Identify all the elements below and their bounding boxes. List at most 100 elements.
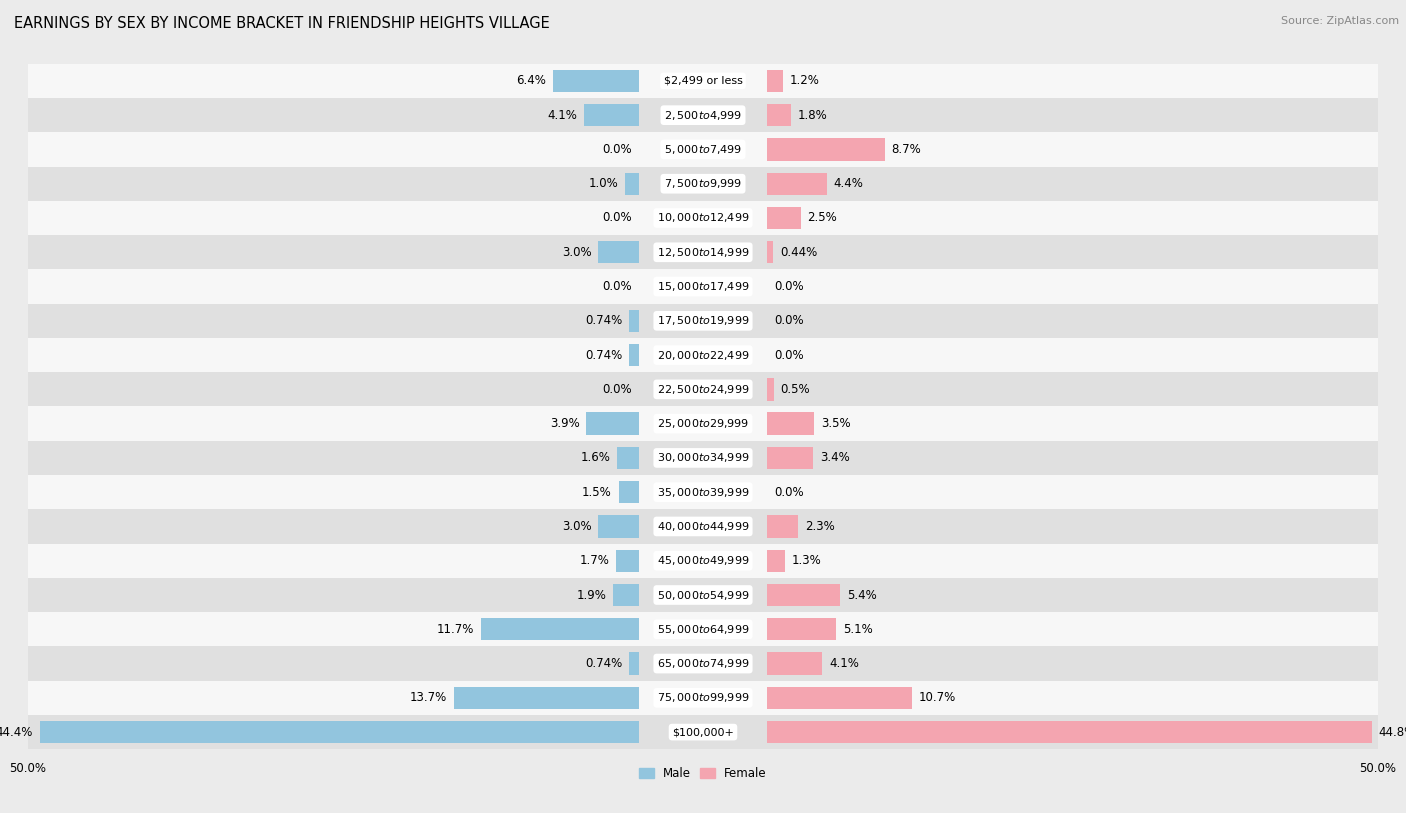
Text: $2,499 or less: $2,499 or less [664, 76, 742, 86]
Bar [28, 509, 1378, 544]
Bar [28, 646, 1378, 680]
Text: 2.3%: 2.3% [804, 520, 835, 533]
Text: Source: ZipAtlas.com: Source: ZipAtlas.com [1281, 16, 1399, 26]
Text: 2.5%: 2.5% [807, 211, 838, 224]
Bar [768, 138, 884, 161]
Text: 4.1%: 4.1% [830, 657, 859, 670]
Bar [28, 304, 1378, 338]
Text: $17,500 to $19,999: $17,500 to $19,999 [657, 315, 749, 328]
Text: 1.3%: 1.3% [792, 554, 821, 567]
Bar [768, 618, 837, 641]
Bar [599, 515, 638, 537]
Bar [768, 584, 839, 606]
Text: 1.0%: 1.0% [589, 177, 619, 190]
Bar [613, 584, 638, 606]
Text: $15,000 to $17,499: $15,000 to $17,499 [657, 280, 749, 293]
Text: 1.9%: 1.9% [576, 589, 606, 602]
Bar [617, 447, 638, 469]
Text: $5,000 to $7,499: $5,000 to $7,499 [664, 143, 742, 156]
Bar [28, 133, 1378, 167]
Text: $65,000 to $74,999: $65,000 to $74,999 [657, 657, 749, 670]
Legend: Male, Female: Male, Female [634, 763, 772, 785]
Text: 4.1%: 4.1% [547, 109, 576, 122]
Text: 0.0%: 0.0% [773, 315, 803, 328]
Text: 3.4%: 3.4% [820, 451, 849, 464]
Text: 3.9%: 3.9% [550, 417, 579, 430]
Text: 10.7%: 10.7% [918, 691, 956, 704]
Bar [768, 378, 773, 401]
Text: 0.74%: 0.74% [585, 657, 621, 670]
Text: 0.0%: 0.0% [773, 485, 803, 498]
Text: 6.4%: 6.4% [516, 75, 546, 88]
Bar [768, 412, 814, 435]
Text: 0.74%: 0.74% [585, 349, 621, 362]
Bar [481, 618, 638, 641]
Bar [768, 172, 827, 195]
Bar [768, 687, 911, 709]
Text: $75,000 to $99,999: $75,000 to $99,999 [657, 691, 749, 704]
Bar [768, 70, 783, 92]
Text: $35,000 to $39,999: $35,000 to $39,999 [657, 485, 749, 498]
Bar [768, 515, 799, 537]
Bar [28, 441, 1378, 475]
Text: $45,000 to $49,999: $45,000 to $49,999 [657, 554, 749, 567]
Bar [768, 241, 773, 263]
Text: $50,000 to $54,999: $50,000 to $54,999 [657, 589, 749, 602]
Bar [28, 338, 1378, 372]
Bar [28, 715, 1378, 750]
Text: 0.0%: 0.0% [603, 143, 633, 156]
Text: 5.1%: 5.1% [842, 623, 873, 636]
Text: 0.0%: 0.0% [603, 280, 633, 293]
Bar [768, 207, 801, 229]
Bar [28, 235, 1378, 269]
Bar [28, 372, 1378, 406]
Text: 3.0%: 3.0% [562, 520, 592, 533]
Text: EARNINGS BY SEX BY INCOME BRACKET IN FRIENDSHIP HEIGHTS VILLAGE: EARNINGS BY SEX BY INCOME BRACKET IN FRI… [14, 16, 550, 31]
Text: $22,500 to $24,999: $22,500 to $24,999 [657, 383, 749, 396]
Bar [553, 70, 638, 92]
Text: 0.0%: 0.0% [603, 383, 633, 396]
Bar [28, 406, 1378, 441]
Text: 0.0%: 0.0% [773, 349, 803, 362]
Text: 5.4%: 5.4% [846, 589, 876, 602]
Text: 3.5%: 3.5% [821, 417, 851, 430]
Bar [28, 578, 1378, 612]
Text: 1.7%: 1.7% [579, 554, 609, 567]
Text: 8.7%: 8.7% [891, 143, 921, 156]
Text: 0.0%: 0.0% [773, 280, 803, 293]
Text: 1.8%: 1.8% [799, 109, 828, 122]
Bar [454, 687, 638, 709]
Text: $30,000 to $34,999: $30,000 to $34,999 [657, 451, 749, 464]
Bar [28, 167, 1378, 201]
Bar [768, 447, 813, 469]
Bar [28, 201, 1378, 235]
Bar [28, 680, 1378, 715]
Bar [586, 412, 638, 435]
Text: 0.74%: 0.74% [585, 315, 621, 328]
Bar [768, 550, 785, 572]
Text: 0.5%: 0.5% [780, 383, 810, 396]
Text: $25,000 to $29,999: $25,000 to $29,999 [657, 417, 749, 430]
Text: $20,000 to $22,499: $20,000 to $22,499 [657, 349, 749, 362]
Text: $2,500 to $4,999: $2,500 to $4,999 [664, 109, 742, 122]
Bar [628, 344, 638, 366]
Text: 13.7%: 13.7% [411, 691, 447, 704]
Text: 1.2%: 1.2% [790, 75, 820, 88]
Bar [619, 481, 638, 503]
Text: 3.0%: 3.0% [562, 246, 592, 259]
Bar [768, 104, 792, 126]
Text: 4.4%: 4.4% [834, 177, 863, 190]
Bar [28, 98, 1378, 133]
Bar [628, 310, 638, 332]
Text: 0.44%: 0.44% [780, 246, 817, 259]
Bar [28, 63, 1378, 98]
Text: $40,000 to $44,999: $40,000 to $44,999 [657, 520, 749, 533]
Text: $55,000 to $64,999: $55,000 to $64,999 [657, 623, 749, 636]
Bar [768, 721, 1372, 743]
Text: 0.0%: 0.0% [603, 211, 633, 224]
Bar [616, 550, 638, 572]
Bar [768, 652, 823, 675]
Bar [599, 241, 638, 263]
Bar [28, 544, 1378, 578]
Text: $7,500 to $9,999: $7,500 to $9,999 [664, 177, 742, 190]
